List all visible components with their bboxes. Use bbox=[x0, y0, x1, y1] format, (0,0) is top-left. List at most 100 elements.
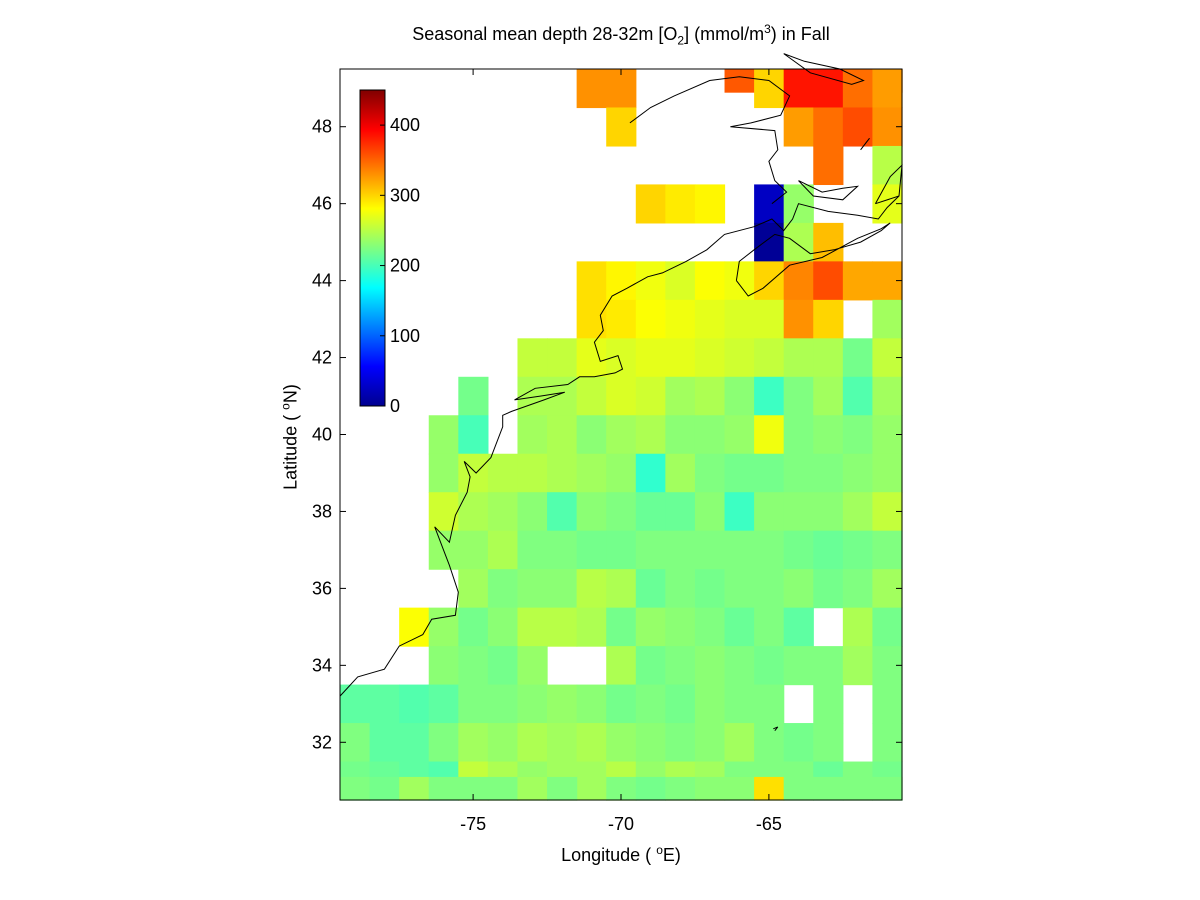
title-text-post: ) in Fall bbox=[770, 24, 830, 44]
heatmap-cell bbox=[606, 492, 637, 532]
heatmap-cell bbox=[872, 453, 903, 493]
heatmap-cell bbox=[665, 607, 696, 647]
heatmap-cell bbox=[665, 723, 696, 763]
heatmap-cell bbox=[813, 530, 844, 570]
heatmap-cell bbox=[606, 569, 637, 609]
y-tick-label: 42 bbox=[312, 348, 332, 368]
heatmap-cell bbox=[724, 492, 755, 532]
x-axis-label-text: Longitude ( bbox=[561, 845, 657, 865]
heatmap-cell bbox=[635, 299, 666, 339]
heatmap-cell bbox=[694, 684, 726, 724]
heatmap-cell bbox=[576, 723, 607, 763]
heatmap-cell bbox=[813, 222, 844, 262]
heatmap-cell bbox=[487, 607, 519, 647]
colorbar: 0 100 200 300 400 bbox=[359, 89, 420, 416]
heatmap-cell bbox=[724, 415, 755, 455]
heatmap-cell bbox=[724, 776, 755, 801]
heatmap-cell bbox=[399, 684, 430, 724]
heatmap-cell bbox=[428, 684, 459, 724]
heatmap-cell bbox=[754, 299, 785, 339]
heatmap-cell bbox=[547, 776, 578, 801]
heatmap-cell bbox=[724, 338, 755, 378]
heatmap-cell bbox=[606, 453, 637, 493]
heatmap-cell bbox=[547, 492, 578, 532]
heatmap-cell bbox=[576, 261, 607, 301]
heatmap-cell bbox=[547, 723, 578, 763]
heatmap-cell bbox=[635, 646, 666, 686]
heatmap-cell bbox=[813, 492, 844, 532]
heatmap-cell bbox=[813, 776, 844, 801]
coastline-segment bbox=[339, 195, 900, 697]
heatmap-cell bbox=[724, 261, 755, 301]
heatmap-cell bbox=[694, 453, 726, 493]
coastline-segment bbox=[798, 180, 860, 201]
heatmap-cell bbox=[576, 569, 607, 609]
heatmap-cell bbox=[813, 299, 844, 339]
coastline-segment bbox=[629, 76, 791, 205]
heatmap-cell bbox=[665, 453, 696, 493]
heatmap-cell bbox=[606, 261, 637, 301]
heatmap-cell bbox=[813, 261, 844, 301]
heatmap-cell bbox=[547, 338, 578, 378]
x-tick-label: -75 bbox=[460, 814, 486, 834]
heatmap-cell bbox=[842, 415, 874, 455]
heatmap-cell bbox=[694, 261, 726, 301]
heatmap-cell bbox=[606, 69, 637, 109]
heatmap-cell bbox=[754, 184, 785, 224]
heatmap-cell bbox=[428, 492, 459, 532]
y-tick-label: 32 bbox=[312, 732, 332, 752]
heatmap-cell bbox=[635, 338, 666, 378]
heatmap-cell bbox=[813, 569, 844, 609]
heatmap-cell bbox=[754, 415, 785, 455]
heatmap-cell bbox=[694, 299, 726, 339]
heatmap-cell bbox=[517, 607, 548, 647]
heatmap-cell bbox=[665, 261, 696, 301]
heatmap-cell bbox=[665, 530, 696, 570]
x-axis-label-degree: o bbox=[656, 843, 663, 857]
heatmap-cell bbox=[487, 776, 519, 801]
heatmap-cell bbox=[842, 607, 874, 647]
heatmap-cell bbox=[606, 776, 637, 801]
y-tick-label: 44 bbox=[312, 271, 332, 291]
heatmap-cell bbox=[813, 646, 844, 686]
heatmap-cell bbox=[340, 776, 371, 801]
heatmap-cell bbox=[842, 453, 874, 493]
heatmap-cell bbox=[517, 776, 548, 801]
heatmap-cell bbox=[842, 376, 874, 416]
heatmap-cell bbox=[606, 107, 637, 147]
heatmap-cell bbox=[872, 776, 903, 801]
heatmap-cell bbox=[517, 376, 548, 416]
heatmap-cell bbox=[517, 530, 548, 570]
heatmap-cell bbox=[547, 453, 578, 493]
heatmap-cell bbox=[458, 776, 489, 801]
heatmap-cell bbox=[694, 492, 726, 532]
heatmap-cell bbox=[458, 453, 489, 493]
y-tick-label: 48 bbox=[312, 117, 332, 137]
heatmap-cell bbox=[842, 107, 874, 147]
heatmap-cell bbox=[665, 776, 696, 801]
heatmap-cell bbox=[724, 299, 755, 339]
heatmap-cell bbox=[783, 492, 814, 532]
heatmap-cell bbox=[724, 453, 755, 493]
heatmap-cell bbox=[694, 646, 726, 686]
heatmap-cell bbox=[872, 530, 903, 570]
heatmap-cell bbox=[487, 646, 519, 686]
heatmap-cell bbox=[754, 646, 785, 686]
heatmap-cell bbox=[783, 530, 814, 570]
heatmap-cell bbox=[458, 607, 489, 647]
y-tick-label: 36 bbox=[312, 578, 332, 598]
heatmap-cell bbox=[517, 453, 548, 493]
heatmap-cell bbox=[635, 184, 666, 224]
y-tick-label: 38 bbox=[312, 501, 332, 521]
x-axis-label: Longitude ( oE) bbox=[340, 843, 902, 866]
heatmap-cell bbox=[576, 530, 607, 570]
heatmap-cell bbox=[724, 723, 755, 763]
heatmap-cell bbox=[428, 776, 459, 801]
heatmap-cell bbox=[842, 776, 874, 801]
heatmap-cell bbox=[842, 492, 874, 532]
heatmap-cell bbox=[783, 69, 814, 109]
heatmap-cell bbox=[635, 453, 666, 493]
title-text: Seasonal mean depth 28-32m [O bbox=[412, 24, 678, 44]
heatmap-cell bbox=[665, 492, 696, 532]
heatmap-cell bbox=[842, 530, 874, 570]
